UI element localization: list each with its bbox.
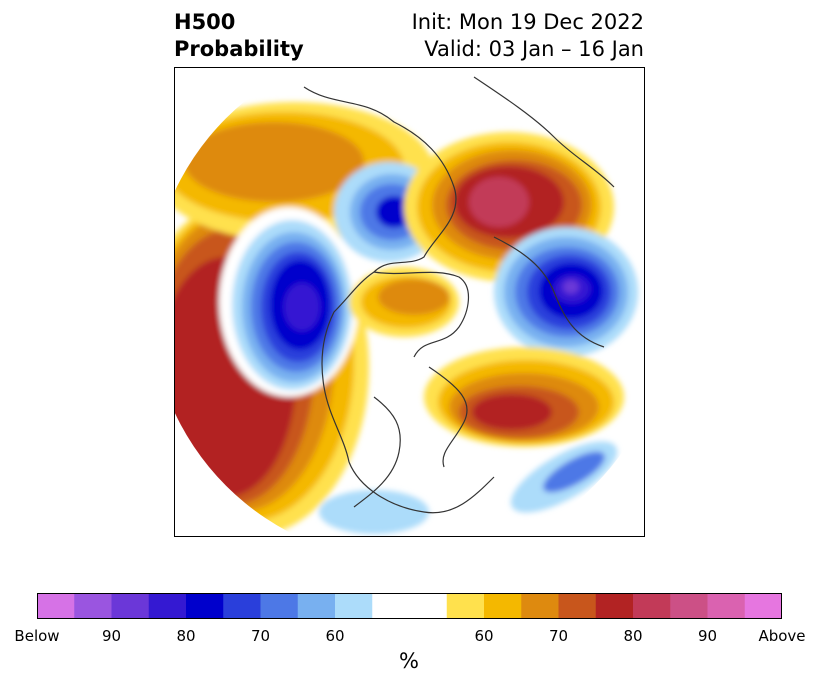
title-variable: H500 xyxy=(174,10,236,34)
colorbar-segment xyxy=(446,593,485,619)
cb-label-70-below: 70 xyxy=(250,627,271,645)
cb-label-70-above: 70 xyxy=(548,627,569,645)
anomaly-atlantic-south xyxy=(510,441,618,513)
anomaly-north-atlantic xyxy=(424,347,624,447)
colorbar-segment xyxy=(744,593,782,619)
colorbar-border xyxy=(37,593,782,619)
title-left: H500 Probability xyxy=(174,9,304,63)
title-right: Init: Mon 19 Dec 2022 Valid: 03 Jan – 16… xyxy=(412,9,644,63)
anomaly-canadian-arctic xyxy=(349,267,459,337)
colorbar-segment xyxy=(409,593,448,619)
colorbar-segment xyxy=(148,593,187,619)
colorbar-unit: % xyxy=(399,649,419,673)
title-product: Probability xyxy=(174,37,304,61)
init-date: Init: Mon 19 Dec 2022 xyxy=(411,10,644,34)
colorbar-segment xyxy=(595,593,634,619)
colorbar-segment xyxy=(186,593,224,619)
colorbar xyxy=(37,593,782,619)
cb-label-60-below: 60 xyxy=(325,627,345,645)
cb-label-80-below: 80 xyxy=(176,627,196,645)
colorbar-segment xyxy=(633,593,671,619)
colorbar-segment xyxy=(111,593,150,619)
valid-range: Valid: 03 Jan – 16 Jan xyxy=(424,37,644,61)
anomaly-western-siberia xyxy=(219,207,359,397)
cb-label-below: Below xyxy=(14,627,60,645)
colorbar-segment xyxy=(223,593,261,619)
colorbar-segment xyxy=(558,593,597,619)
anomaly-western-us xyxy=(319,490,429,534)
colorbar-segment xyxy=(670,593,708,619)
anomaly-western-europe xyxy=(494,227,638,357)
probability-map xyxy=(174,67,645,537)
colorbar-segment xyxy=(335,593,373,619)
cb-label-80-above: 80 xyxy=(623,627,643,645)
colorbar-segment xyxy=(707,593,746,619)
cb-label-above: Above xyxy=(758,627,806,645)
coastlines xyxy=(303,76,615,514)
colorbar-segment xyxy=(37,593,75,619)
cb-label-90-above: 90 xyxy=(697,627,718,645)
map-frame xyxy=(174,67,645,537)
colorbar-segment xyxy=(484,593,522,619)
colorbar-segment xyxy=(297,593,336,619)
cb-label-90-below: 90 xyxy=(101,627,122,645)
colorbar-segment xyxy=(74,593,112,619)
colorbar-segment xyxy=(521,593,559,619)
colorbar-segment xyxy=(260,593,299,619)
cb-label-60-above: 60 xyxy=(474,627,494,645)
colorbar-segment xyxy=(372,593,410,619)
